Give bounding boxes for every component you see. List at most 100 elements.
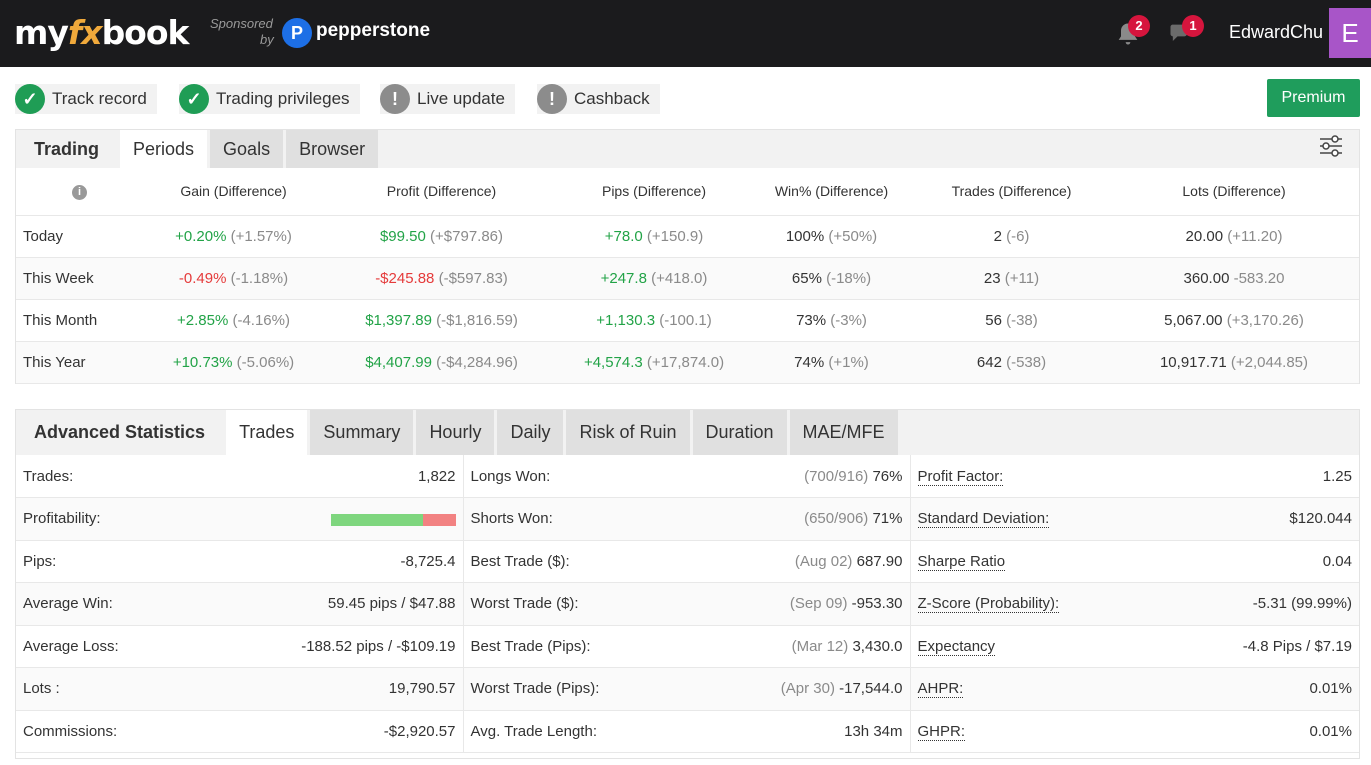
avatar[interactable]: E (1329, 8, 1371, 58)
table-row: This Week -0.49% (-1.18%) -$245.88 (-$59… (16, 257, 1359, 300)
pips-diff: (+150.9) (646, 227, 704, 245)
table-row: Commissions: -$2,920.57 Avg. Trade Length:… (16, 710, 1359, 753)
tab-risk-of-ruin[interactable]: Risk of Ruin (566, 410, 690, 455)
stat-label-link[interactable]: Z-Score (Probability): (910, 582, 1140, 626)
settings-sliders-icon[interactable] (1317, 132, 1345, 160)
col-header[interactable]: Gain (Difference) (143, 168, 324, 216)
tab-trades[interactable]: Trades (226, 410, 308, 455)
trades-value: 642 (976, 353, 1002, 371)
lots-cell: 20.00 (+11.20) (1109, 215, 1359, 258)
premium-button[interactable]: Premium (1267, 79, 1360, 117)
stat-value: -4.8 Pips / $7.19 (1242, 637, 1352, 655)
stat-label[interactable]: GHPR: (917, 722, 966, 741)
stat-label[interactable]: Sharpe Ratio (917, 552, 1006, 571)
stat-label: Worst Trade ($): (463, 582, 663, 626)
stat-label[interactable]: AHPR: (917, 680, 964, 699)
col-header[interactable]: Lots (Difference) (1109, 168, 1359, 216)
tab-periods[interactable]: Periods (120, 130, 208, 168)
stat-value-cell: 1.25 (1140, 455, 1359, 498)
gain-value: -0.49% (178, 269, 227, 287)
tab-trading[interactable]: Trading (34, 139, 100, 159)
status-trading-privileges[interactable]: ✓ Trading privileges (179, 84, 360, 114)
status-track-record[interactable]: ✓ Track record (15, 84, 157, 114)
advanced-stats-table: Trades: 1,822 Longs Won: (700/916) 76% Profi… (16, 455, 1359, 753)
table-row: Today +0.20% (+1.57%) $99.50 (+$797.86) … (16, 215, 1359, 258)
win-diff: (+50%) (828, 227, 878, 245)
stat-value-cell: 59.45 pips / $47.88 (216, 582, 464, 626)
stat-label[interactable]: Standard Deviation: (917, 510, 1050, 529)
myfxbook-logo[interactable]: myfxbook (14, 13, 189, 52)
check-icon: ✓ (179, 84, 209, 114)
stat-label: Worst Trade (Pips): (463, 667, 663, 711)
tab-duration[interactable]: Duration (692, 410, 787, 455)
stat-value: 0.01% (1309, 722, 1352, 740)
win-value: 73% (796, 311, 827, 329)
row-label: This Week (16, 257, 143, 300)
stat-label: Trades: (16, 455, 216, 498)
tab-goals[interactable]: Goals (210, 130, 284, 168)
stat-value-cell: -8,725.4 (216, 540, 464, 583)
stat-label[interactable]: Expectancy (917, 637, 996, 656)
sponsor-name[interactable]: pepperstone (316, 20, 431, 41)
stat-value-cell: 19,790.57 (216, 667, 464, 711)
stat-value-cell: (650/906) 71% (663, 497, 911, 541)
profit-diff: (-$597.83) (438, 269, 508, 287)
stat-label-link[interactable]: GHPR: (910, 710, 1140, 753)
pepperstone-logo-icon[interactable]: P (282, 18, 312, 48)
table-row: Pips: -8,725.4 Best Trade ($): (Aug 02) 687… (16, 540, 1359, 583)
trades-cell: 642 (-538) (914, 341, 1109, 384)
tab-daily[interactable]: Daily (497, 410, 564, 455)
stat-value-cell: 1,822 (216, 455, 464, 498)
tab-mae-mfe[interactable]: MAE/MFE (789, 410, 898, 455)
pips-cell: +1,130.3 (-100.1) (559, 299, 749, 342)
stat-value-cell: $120.044 (1140, 497, 1359, 541)
stat-label-link[interactable]: Standard Deviation: (910, 497, 1140, 541)
stat-value-cell: -4.8 Pips / $7.19 (1140, 625, 1359, 668)
pips-value: +4,574.3 (583, 353, 643, 371)
stat-value: 76% (872, 467, 903, 485)
status-label: Cashback (574, 89, 650, 108)
tab-browser[interactable]: Browser (286, 130, 379, 168)
win-value: 65% (791, 269, 822, 287)
messages-chat-icon[interactable]: 1 (1166, 15, 1204, 48)
stat-label-link[interactable]: Sharpe Ratio (910, 540, 1140, 583)
col-header[interactable]: Profit (Difference) (324, 168, 559, 216)
col-header[interactable]: Pips (Difference) (559, 168, 749, 216)
check-icon: ✓ (15, 84, 45, 114)
col-header[interactable]: Win% (Difference) (749, 168, 914, 216)
stat-value-cell: -$2,920.57 (216, 710, 464, 753)
profit-value: -$245.88 (375, 269, 435, 287)
win-diff: (-3%) (830, 311, 867, 329)
tab-hourly[interactable]: Hourly (416, 410, 495, 455)
stat-label-link[interactable]: Expectancy (910, 625, 1140, 668)
messages-badge: 1 (1182, 15, 1204, 37)
stat-label-link[interactable]: Profit Factor: (910, 455, 1140, 498)
stat-value-cell: -5.31 (99.99%) (1140, 582, 1359, 626)
lots-value: 360.00 (1183, 269, 1230, 287)
stat-value: -5.31 (99.99%) (1252, 595, 1352, 613)
status-cashback[interactable]: ! Cashback (537, 84, 660, 114)
pips-cell: +4,574.3 (+17,874.0) (559, 341, 749, 384)
stat-label: Best Trade ($): (463, 540, 663, 583)
stat-label[interactable]: Z-Score (Probability): (917, 595, 1060, 614)
stat-value-cell: 0.01% (1140, 710, 1359, 753)
trades-diff: (-538) (1006, 353, 1047, 371)
info-icon[interactable]: i (72, 185, 87, 201)
win-cell: 65% (-18%) (749, 257, 914, 300)
win-value: 100% (785, 227, 825, 245)
stat-label-link[interactable]: AHPR: (910, 667, 1140, 711)
col-header[interactable]: Trades (Difference) (914, 168, 1109, 216)
lots-diff: -583.20 (1233, 269, 1285, 287)
profit-cell: $4,407.99 (-$4,284.96) (324, 341, 559, 384)
gain-cell: -0.49% (-1.18%) (143, 257, 324, 300)
stat-label[interactable]: Profit Factor: (917, 467, 1004, 486)
notifications-bell-icon[interactable]: 2 (1114, 15, 1150, 48)
pips-diff: (+418.0) (651, 269, 708, 287)
username[interactable]: EdwardChu (1229, 22, 1324, 42)
tab-summary[interactable]: Summary (310, 410, 414, 455)
win-diff: (+1%) (828, 353, 869, 371)
row-label: This Year (16, 341, 143, 384)
gain-value: +2.85% (177, 311, 229, 329)
status-live-update[interactable]: ! Live update (380, 84, 515, 114)
profit-value: $4,407.99 (365, 353, 432, 371)
